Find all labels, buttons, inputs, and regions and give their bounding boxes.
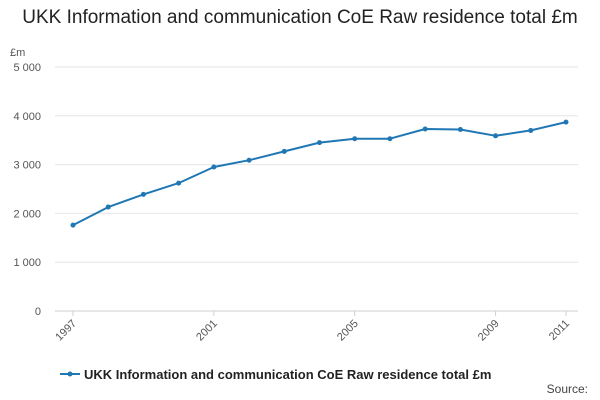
data-point[interactable]	[317, 140, 322, 146]
x-tick-label: 2001	[194, 318, 220, 344]
data-point[interactable]	[422, 126, 428, 132]
x-tick-label: 2009	[476, 318, 502, 344]
data-point[interactable]	[352, 136, 358, 142]
y-tick-label: 0	[35, 306, 41, 318]
data-point[interactable]	[457, 126, 463, 132]
source-label: Source:	[546, 382, 588, 396]
chart-title: UKK Information and communication CoE Ra…	[22, 7, 578, 28]
data-point[interactable]	[493, 133, 499, 139]
data-point[interactable]	[176, 180, 182, 186]
y-tick-label: 5 000	[13, 62, 41, 74]
data-point[interactable]	[528, 127, 534, 133]
legend[interactable]: UKK Information and communication CoE Ra…	[60, 365, 491, 383]
data-point[interactable]	[105, 204, 111, 210]
data-point[interactable]	[281, 148, 287, 154]
x-tick-label: 2011	[547, 318, 572, 343]
series-lines	[70, 119, 569, 228]
y-tick-label: 3 000	[13, 160, 41, 172]
y-axis-ticks: 0 1 000 2 000 3 000 4 000 5 000	[13, 62, 41, 318]
y-axis-unit-label: £m	[10, 47, 25, 59]
x-tick-label: 1997	[53, 318, 79, 344]
gridlines	[55, 66, 578, 312]
x-tick-label: 2005	[335, 318, 361, 344]
data-point[interactable]	[70, 222, 76, 228]
y-tick-label: 2 000	[13, 208, 41, 220]
y-tick-label: 4 000	[13, 111, 41, 123]
data-point[interactable]	[246, 157, 252, 163]
legend-label: UKK Information and communication CoE Ra…	[84, 366, 492, 382]
data-point[interactable]	[140, 191, 146, 197]
y-tick-label: 1 000	[13, 257, 41, 269]
data-point[interactable]	[211, 164, 217, 170]
data-point[interactable]	[563, 119, 569, 125]
series-line	[72, 121, 567, 226]
x-axis-ticks: 1997 2001 2005 2009 2011	[53, 311, 572, 343]
legend-swatch-icon	[60, 371, 80, 377]
data-point[interactable]	[387, 136, 393, 142]
